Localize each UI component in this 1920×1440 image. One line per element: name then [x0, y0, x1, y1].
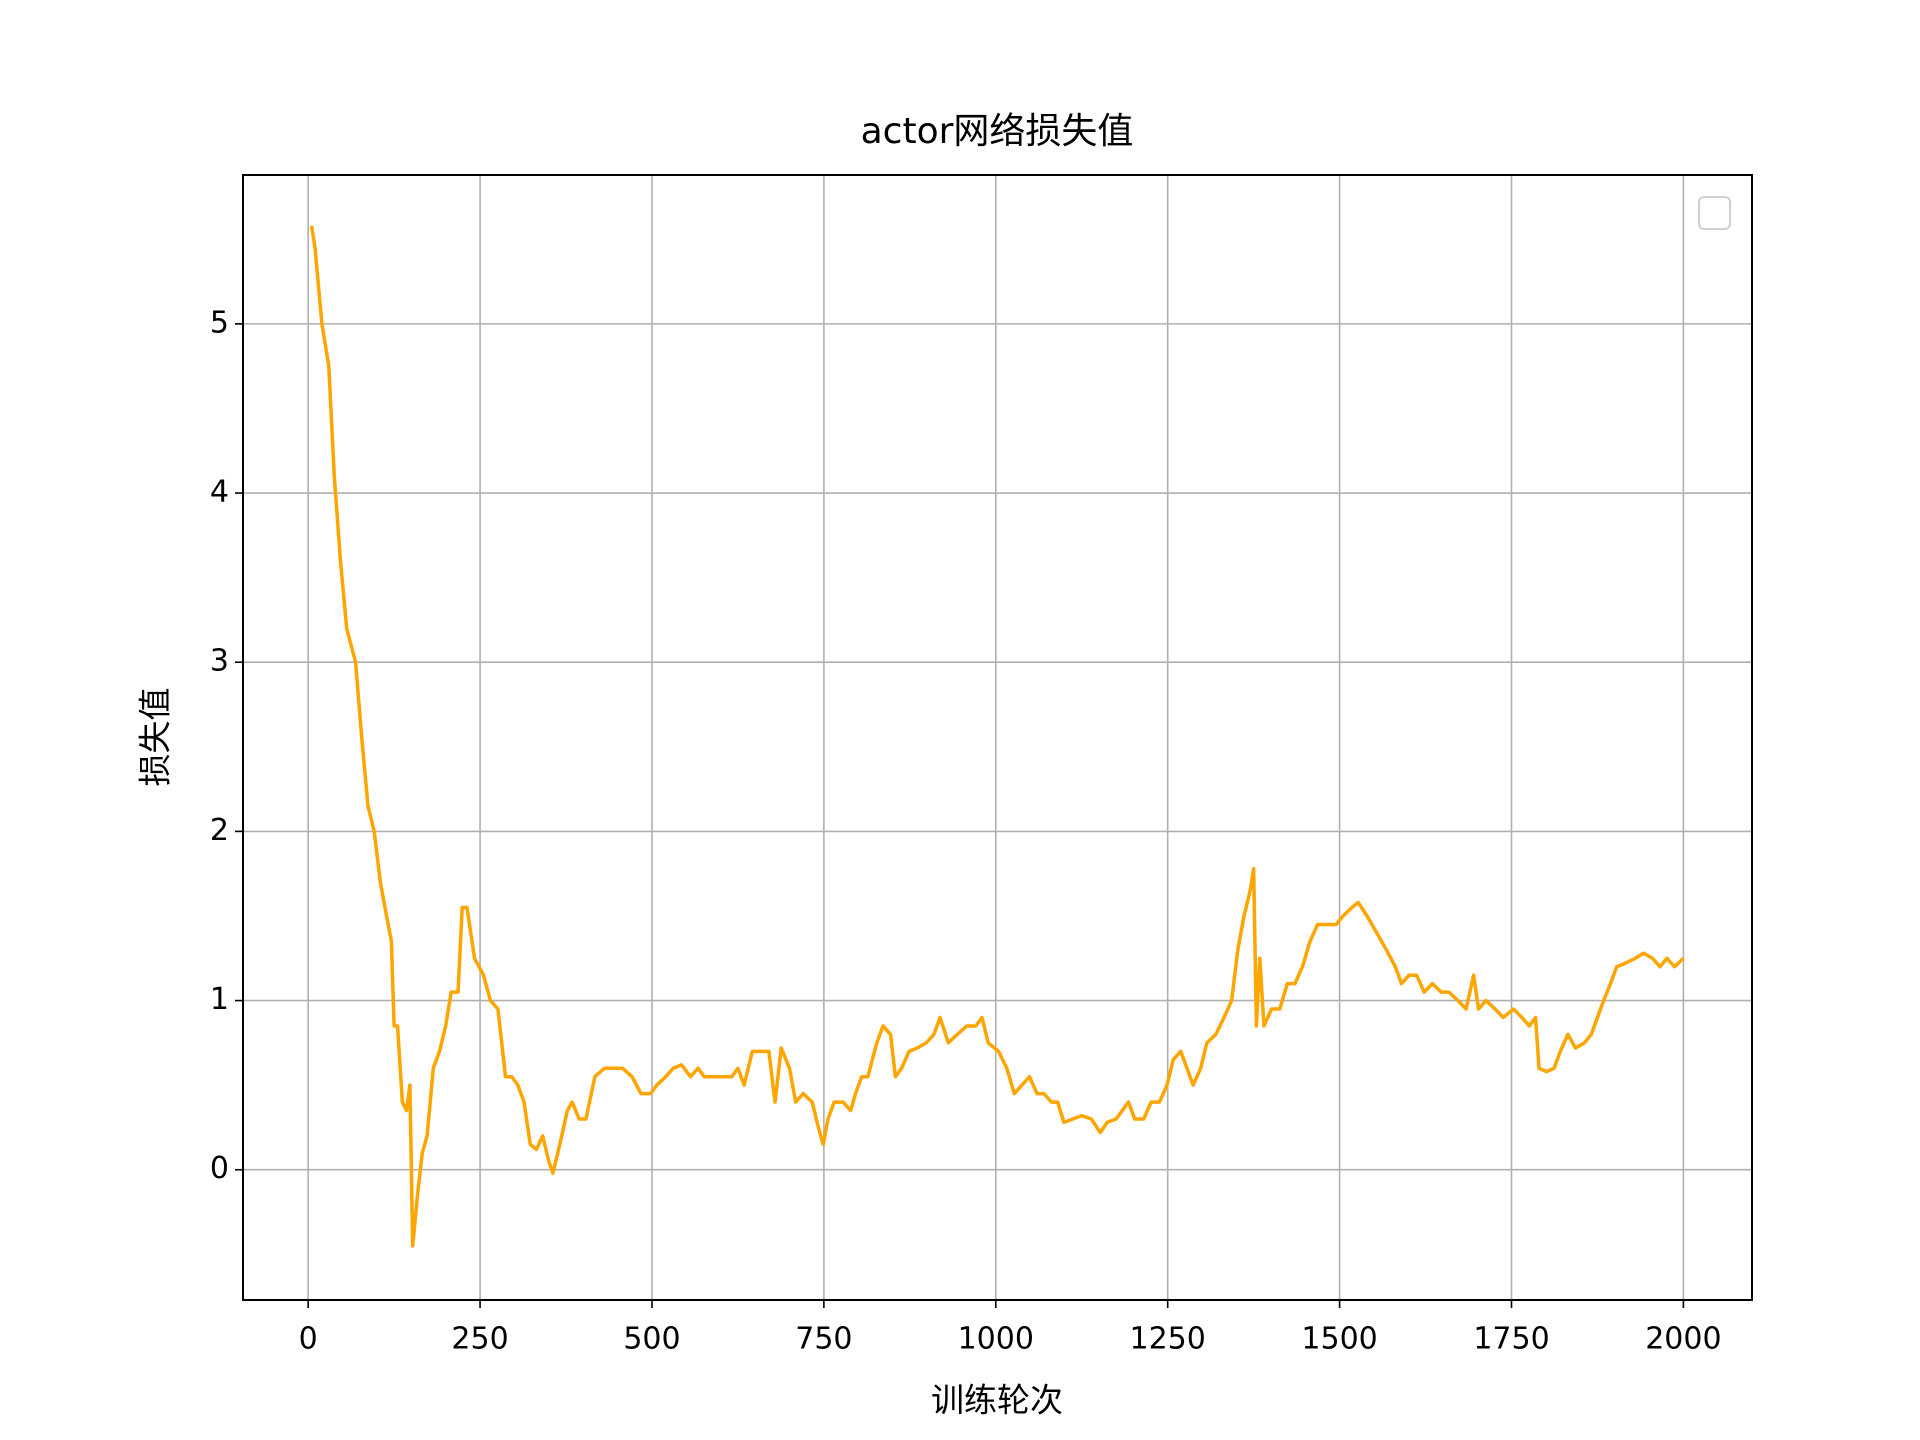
x-tick-label: 1250 — [1130, 1322, 1206, 1357]
x-tick-label: 1000 — [958, 1322, 1034, 1357]
chart-title: actor网络损失值 — [861, 111, 1134, 152]
legend — [1698, 196, 1731, 230]
y-tick-label: 1 — [210, 982, 229, 1017]
x-tick-label: 250 — [451, 1322, 508, 1357]
data-line — [309, 225, 1685, 1248]
y-tick-label: 5 — [210, 305, 229, 340]
x-tick-label: 500 — [623, 1322, 680, 1357]
plot-area — [243, 175, 1752, 1300]
y-tick-label: 2 — [210, 813, 229, 848]
x-tick-label: 750 — [795, 1322, 852, 1357]
x-axis-label: 训练轮次 — [931, 1381, 1063, 1420]
x-tick-label: 1500 — [1301, 1322, 1377, 1357]
x-tick-label: 1750 — [1473, 1322, 1549, 1357]
y-tick-label: 3 — [210, 644, 229, 679]
x-tick-label: 0 — [299, 1322, 318, 1357]
y-tick-label: 0 — [210, 1151, 229, 1186]
y-tick-label: 4 — [210, 475, 229, 510]
y-axis-label: 损失值 — [136, 688, 175, 787]
x-tick-label: 2000 — [1645, 1322, 1721, 1357]
axes-frame — [242, 174, 1753, 1301]
